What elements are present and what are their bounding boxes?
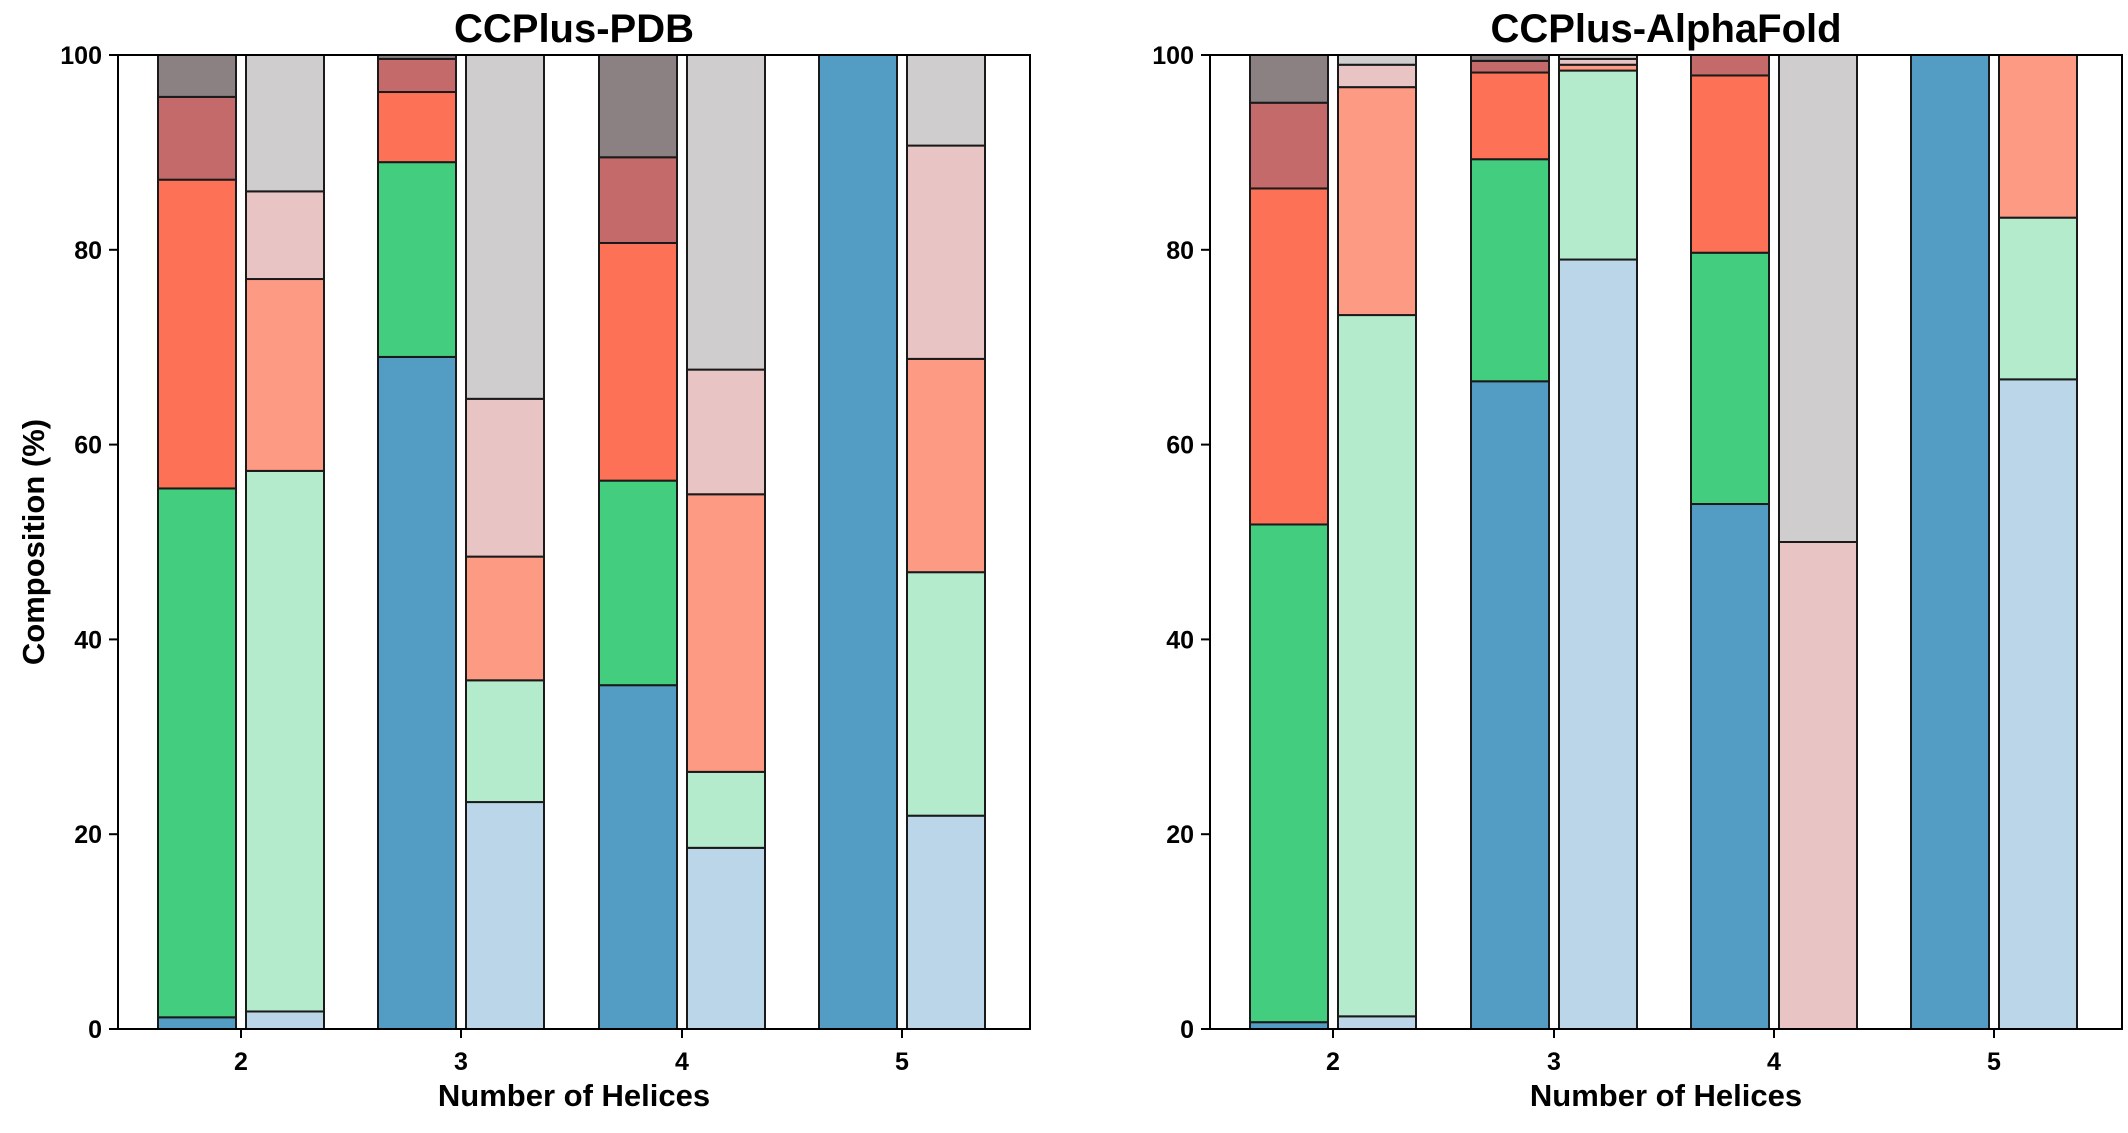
bar-segment	[245, 1010, 325, 1031]
bar-segment	[1249, 54, 1329, 104]
bar-segment	[157, 178, 237, 490]
x-tick-label: 3	[454, 1048, 468, 1076]
bar-segment	[157, 487, 237, 1019]
x-tick-label: 2	[234, 1048, 248, 1076]
y-tick-label: 100	[60, 42, 102, 70]
bar-segment	[1690, 251, 1770, 506]
bar-segment	[1470, 71, 1550, 161]
bar-segment	[1337, 1015, 1417, 1031]
plot-frame	[1209, 54, 2123, 1030]
bar-segment	[465, 679, 545, 804]
y-axis-label: Composition (%)	[16, 419, 51, 665]
bar-segment	[1337, 86, 1417, 317]
bar-segment	[598, 54, 678, 159]
bar-segment	[1470, 59, 1550, 74]
bar-segment	[1690, 503, 1770, 1031]
y-tick-label: 20	[1166, 821, 1194, 849]
chart-panel-1: 0 20 40 60 80 100 2 3 4 5 CCPlus-PDB Number of Heli…	[16, 7, 1031, 1113]
x-tick-label: 4	[675, 1048, 689, 1076]
bar-segment	[1337, 54, 1417, 66]
bar-segment	[1998, 378, 2078, 1031]
bar-segment	[1778, 54, 1858, 543]
bar-segment	[1249, 523, 1329, 1024]
bar-segment	[245, 278, 325, 472]
bar-segment	[465, 54, 545, 400]
bar-segment	[598, 684, 678, 1030]
bar-segment	[818, 54, 898, 1030]
bar-segment	[1337, 63, 1417, 89]
bar-segment	[1910, 54, 1990, 1030]
y-tick-label: 60	[74, 432, 102, 460]
y-tick-label: 80	[1166, 237, 1194, 265]
bar-segment	[465, 397, 545, 558]
bar-segment	[245, 469, 325, 1013]
x-tick-label: 3	[1547, 1048, 1561, 1076]
bar-segment	[377, 161, 457, 358]
x-axis-label: Number of Helices	[438, 1078, 710, 1113]
y-tick-label: 100	[1152, 42, 1194, 70]
bar-segment	[377, 355, 457, 1030]
bar-segment	[1249, 101, 1329, 190]
chart-panel-2: 0 20 40 60 80 100 2 3 4 5 CCPlus-AlphaFold Number o…	[1152, 7, 2123, 1113]
bar-segment	[1998, 216, 2078, 381]
plot-frame	[117, 54, 1031, 1030]
bar-segment	[245, 190, 325, 281]
bar-segment	[906, 357, 986, 574]
y-tick-label: 80	[74, 237, 102, 265]
bar-segment	[377, 57, 457, 94]
bar-segment	[686, 368, 766, 496]
x-axis-label: Number of Helices	[1530, 1078, 1802, 1113]
x-tick-label: 4	[1767, 1048, 1781, 1076]
bar-segment	[906, 144, 986, 360]
bar-segment	[1998, 54, 2078, 219]
bar-segment	[1470, 380, 1550, 1031]
y-tick-label: 40	[74, 626, 102, 654]
bar-segment	[686, 493, 766, 773]
bar-segment	[377, 91, 457, 164]
bar-segment	[1249, 1021, 1329, 1031]
bar-segment	[686, 770, 766, 849]
x-tick-label: 5	[895, 1048, 909, 1076]
y-tick-label: 20	[74, 821, 102, 849]
x-tick-label: 2	[1326, 1048, 1340, 1076]
bar-segment	[1470, 158, 1550, 383]
chart-title: CCPlus-PDB	[454, 7, 694, 51]
chart-title: CCPlus-AlphaFold	[1490, 7, 1841, 51]
bar-segment	[157, 95, 237, 181]
bar-segment	[465, 555, 545, 682]
bar-segment	[157, 54, 237, 98]
bar-segment	[1690, 74, 1770, 254]
bar-segment	[1558, 69, 1638, 261]
bar-segment	[598, 156, 678, 244]
bar-segment	[686, 54, 766, 371]
bar-segment	[465, 801, 545, 1030]
bar-segment	[157, 1016, 237, 1031]
bar-segment	[1690, 54, 1770, 77]
bar-segment	[906, 54, 986, 147]
bar-segment	[686, 846, 766, 1030]
bar-segment	[906, 814, 986, 1030]
bar-segment	[1778, 541, 1858, 1030]
bar-segment	[906, 571, 986, 817]
x-tick-label: 5	[1987, 1048, 2001, 1076]
y-tick-label: 0	[88, 1016, 102, 1044]
bar-segment	[1337, 314, 1417, 1018]
bar-segment	[1249, 187, 1329, 526]
bar-segment	[598, 241, 678, 482]
bar-segment	[245, 54, 325, 193]
y-tick-label: 0	[1180, 1016, 1194, 1044]
y-tick-label: 40	[1166, 626, 1194, 654]
y-tick-label: 60	[1166, 432, 1194, 460]
bar-segment	[1558, 258, 1638, 1031]
bar-segment	[598, 479, 678, 687]
